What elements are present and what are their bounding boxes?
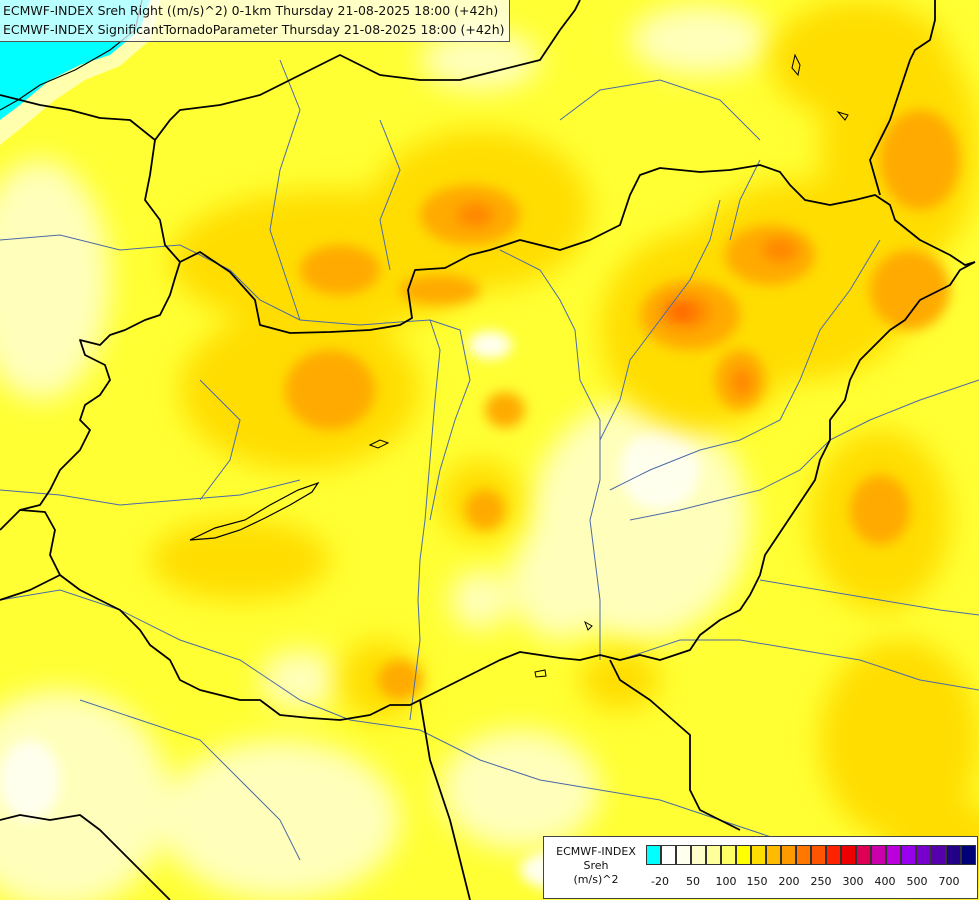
legend-swatch: [736, 845, 751, 865]
legend-label: ECMWF-INDEX Sreh (m/s)^2: [550, 845, 642, 887]
legend-swatch: [706, 845, 721, 865]
legend-swatch: [766, 845, 781, 865]
small-lake: [368, 439, 390, 449]
color-legend: ECMWF-INDEX Sreh (m/s)^2 -20 50 100 150 200 2…: [543, 836, 978, 899]
lake: [189, 481, 320, 541]
legend-swatch: [751, 845, 766, 865]
legend-tick-label: 300: [842, 875, 864, 888]
legend-swatch: [961, 845, 976, 865]
rivers: [0, 59, 979, 861]
legend-tick-label: 200: [778, 875, 800, 888]
legend-swatch: [691, 845, 706, 865]
legend-swatch: [946, 845, 961, 865]
legend-ticks: -20 50 100 150 200 250 300 400 500 700: [646, 875, 976, 889]
legend-swatches: [646, 845, 976, 865]
legend-label-line-1: ECMWF-INDEX: [556, 845, 636, 858]
title-line-2: ECMWF-INDEX SignificantTornadoParameter …: [3, 22, 505, 37]
orange-zones: [285, 110, 960, 700]
legend-swatch: [661, 845, 676, 865]
legend-tick-label: 400: [874, 875, 896, 888]
sea-shore-band: [0, 0, 160, 145]
legend-swatch: [646, 845, 661, 865]
legend-label-line-2: Sreh: [583, 859, 609, 872]
legend-swatch: [901, 845, 916, 865]
legend-tick-label: 700: [938, 875, 960, 888]
legend-swatch: [871, 845, 886, 865]
red-orange-zones: [670, 304, 694, 320]
legend-swatch: [886, 845, 901, 865]
title-line-1: ECMWF-INDEX Sreh Right ((m/s)^2) 0-1km T…: [3, 3, 499, 18]
legend-swatch: [781, 845, 796, 865]
legend-tick-label: 100: [715, 875, 737, 888]
legend-tick-label: 500: [906, 875, 928, 888]
legend-swatch: [811, 845, 826, 865]
legend-swatch: [796, 845, 811, 865]
legend-swatch: [826, 845, 841, 865]
outline-marks: [534, 53, 849, 678]
map-title-box: ECMWF-INDEX Sreh Right ((m/s)^2) 0-1km T…: [0, 0, 510, 42]
legend-swatch: [916, 845, 931, 865]
legend-swatch: [676, 845, 691, 865]
legend-swatch: [841, 845, 856, 865]
legend-swatch: [931, 845, 946, 865]
legend-tick-label: -20: [651, 875, 669, 888]
legend-swatch: [856, 845, 871, 865]
legend-swatch: [721, 845, 736, 865]
legend-tick-label: 150: [746, 875, 768, 888]
legend-tick-label: 50: [686, 875, 700, 888]
legend-label-line-3: (m/s)^2: [573, 873, 619, 886]
legend-tick-label: 250: [810, 875, 832, 888]
